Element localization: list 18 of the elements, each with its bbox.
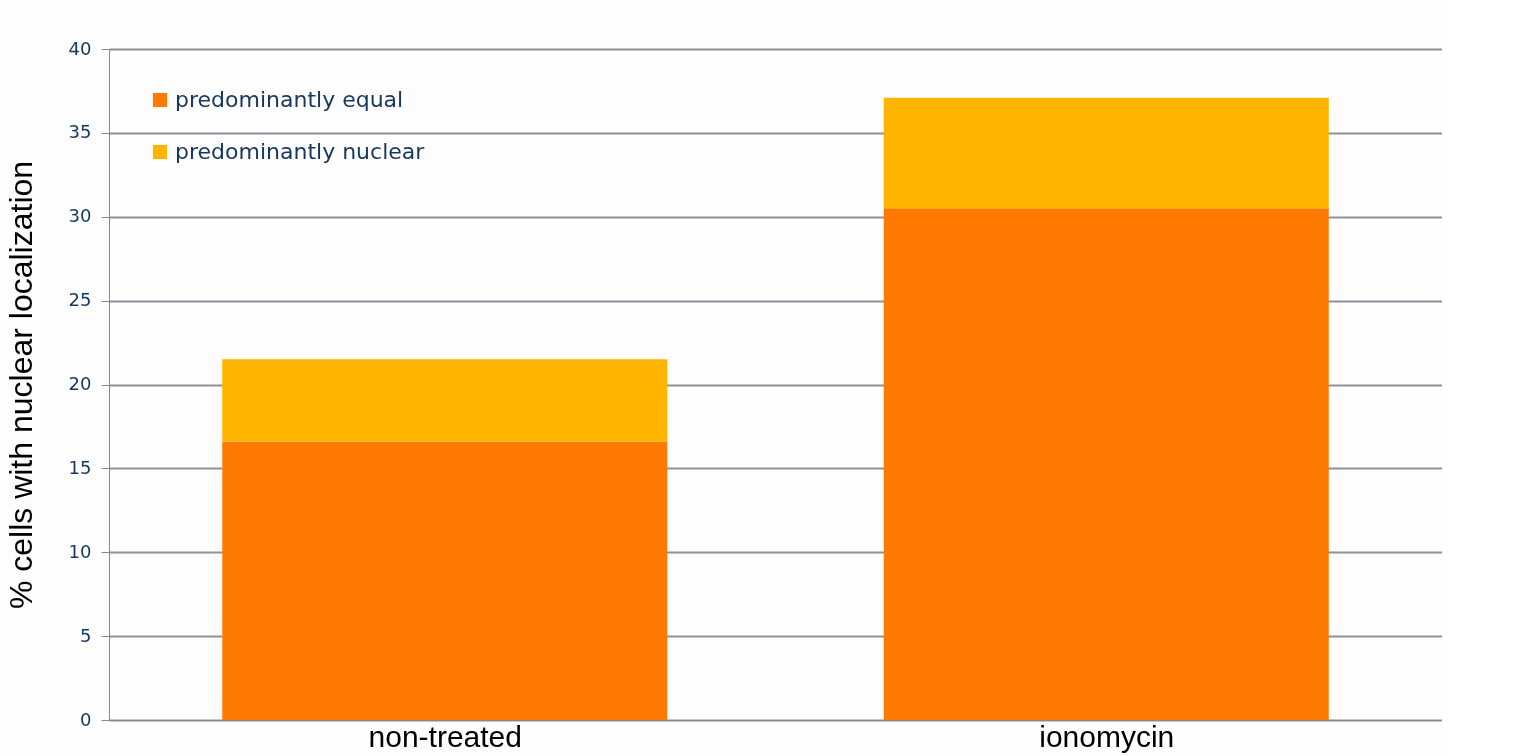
y-tick-label: 30 — [68, 205, 92, 227]
legend-label: predominantly nuclear — [175, 139, 426, 164]
y-tick-label: 20 — [68, 373, 92, 394]
legend-label: predominantly equal — [175, 87, 404, 112]
bar — [883, 208, 1329, 720]
x-tick-label: non-treated — [368, 719, 522, 753]
y-tick-label: 40 — [68, 37, 92, 59]
y-tick-label: 25 — [68, 289, 92, 311]
y-tick-label: 10 — [68, 540, 92, 562]
y-tick-label: 15 — [68, 456, 92, 478]
bar — [222, 359, 668, 442]
bar — [222, 441, 668, 720]
y-axis-title: % cells with nuclear localization — [2, 160, 39, 610]
bar — [883, 97, 1329, 209]
y-tick-label: 35 — [68, 121, 92, 143]
y-tick-label: 0 — [80, 708, 92, 730]
y-tick-label: 5 — [80, 624, 92, 646]
x-tick-label: ionomycin — [1039, 719, 1175, 753]
